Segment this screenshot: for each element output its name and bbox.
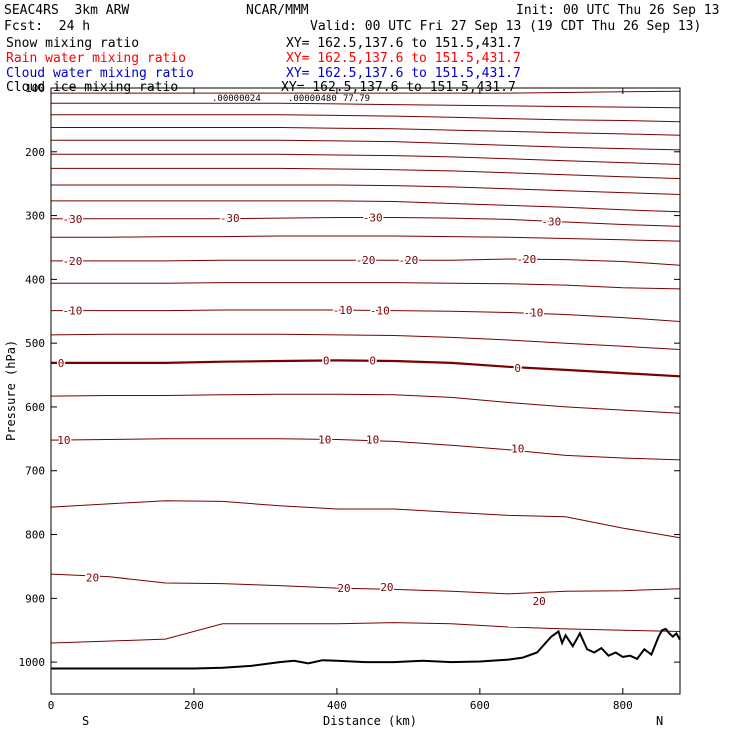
isotherm-line [51,200,681,213]
y-tick-label: 700 [25,465,45,478]
contour-label: 0 [514,362,521,375]
isotherm-line [50,438,681,461]
y-tick-label: 300 [25,210,45,223]
y-tick-label: 200 [25,146,45,159]
x-tick-label: 400 [327,699,347,712]
contour-label: -20 [398,254,418,267]
y-tick-label: 1000 [19,656,46,669]
isotherm-line [51,90,681,94]
contour-labels: -30 -30 -30 -30 -20 -20 -20 -20 -10 -10 -10 -10 0 0 0 0… [56,210,563,609]
contour-label: -10 [333,304,353,317]
org-label: NCAR/MMM [246,3,309,18]
contour-label: 10 [366,433,379,446]
contour-label: -10 [524,307,544,320]
hydrometeor-max-labels: .00000024 .00000480 77.79 [212,94,370,104]
isotherm-line [51,153,681,165]
contour-label: 0 [323,354,330,367]
small-max-label: .00000480 [288,94,337,104]
field-snow-xy: XY= 162.5,137.6 to 151.5,431.7 [286,36,521,51]
contour-label: -30 [63,213,83,226]
terrain-line [51,627,681,670]
isotherm-line [50,573,681,595]
small-max-label: .00000024 [212,94,261,104]
valid-time: Valid: 00 UTC Fri 27 Sep 13 (19 CDT Thu … [310,19,702,34]
isotherm-line [51,258,681,266]
isotherm-line [50,393,681,414]
isotherm-line [51,184,681,195]
y-tick-label: 400 [25,273,45,286]
isotherm-line [50,500,681,539]
y-tick-label: 600 [25,401,45,414]
contour-label: 10 [318,433,331,446]
contour-label: 20 [533,595,546,608]
contour-label: 20 [86,571,99,584]
forecast-hour: Fcst: 24 h [4,19,91,34]
x-right-end-label: N [656,714,663,728]
y-tick-label: 100 [25,82,45,95]
terrain-profile [51,627,681,670]
contour-label: -20 [356,254,376,267]
isotherm-line [51,114,681,123]
field-cloudwater-name: Cloud water mixing ratio [6,66,194,81]
model-title: SEAC4RS 3km ARW [4,3,130,18]
contour-label: -30 [363,211,383,224]
isotherm-contours [50,90,681,644]
x-axis-title: Distance (km) [323,714,417,728]
y-tick-label: 800 [25,529,45,542]
isotherm-line [50,622,681,644]
isotherm-line [51,127,681,136]
contour-label: -20 [516,253,536,266]
x-tick-label: 0 [48,699,55,712]
field-snow-name: Snow mixing ratio [6,36,140,51]
contour-label: 10 [57,434,70,447]
contour-label: 0 [369,354,376,367]
field-cloudwater-xy: XY= 162.5,137.6 to 151.5,431.7 [286,66,521,81]
x-tick-label: 200 [184,699,204,712]
isotherm-line [51,102,681,109]
field-rain-xy: XY= 162.5,137.6 to 151.5,431.7 [286,51,521,66]
contour-label: -30 [220,212,240,225]
contour-label: -10 [370,305,390,318]
isotherm-line [51,309,681,322]
contour-label: 20 [337,582,350,595]
field-rain-name: Rain water mixing ratio [6,51,187,66]
contour-label: -10 [63,305,83,318]
isotherm-line [51,217,681,227]
y-axis-title: Pressure (hPa) [4,340,18,441]
small-max-label: 77.79 [343,94,370,104]
isotherm-line [51,139,681,151]
isotherm-line [51,167,681,180]
x-left-end-label: S [82,714,89,728]
zero-isotherm-line [51,359,681,378]
contour-label: 0 [58,357,65,370]
isotherm-line [50,333,681,350]
contour-label: 20 [380,581,393,594]
y-tick-label: 900 [25,592,45,605]
contour-label: -30 [541,215,561,228]
isotherm-line [51,282,681,290]
plot-frame [50,87,681,695]
init-time: Init: 00 UTC Thu 26 Sep 13 [516,3,720,18]
x-tick-label: 600 [470,699,490,712]
x-tick-label: 800 [613,699,633,712]
isotherm-line [51,235,681,242]
contour-label: -20 [63,255,83,268]
contour-label: 10 [511,442,524,455]
y-tick-label: 500 [25,337,45,350]
